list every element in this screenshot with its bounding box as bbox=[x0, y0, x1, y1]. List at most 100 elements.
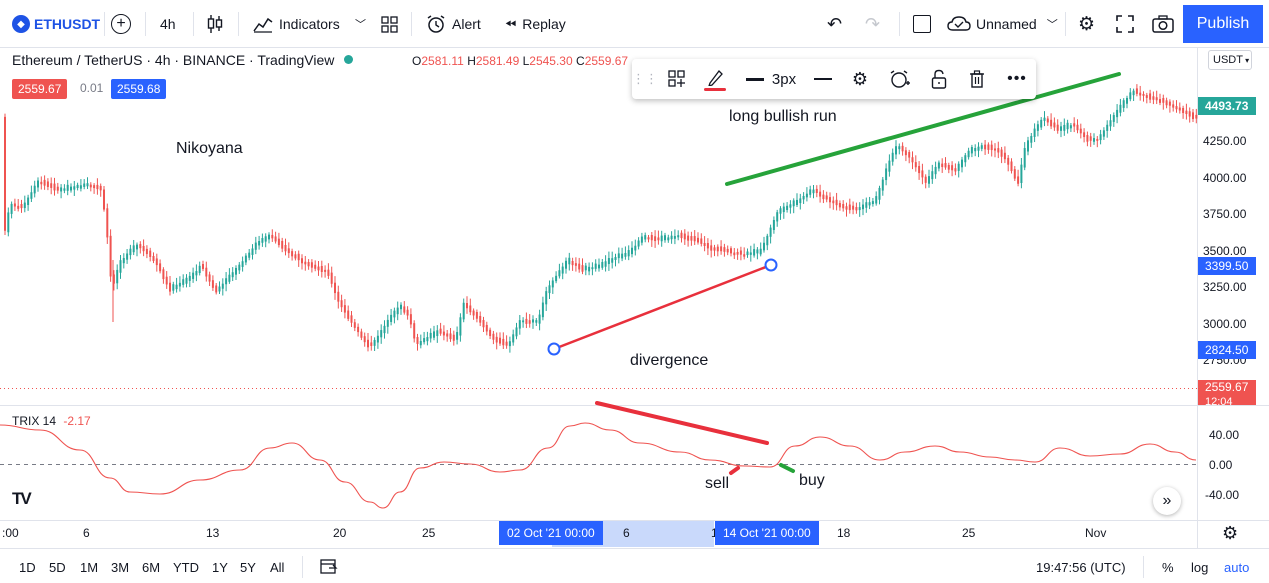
candlestick-series bbox=[4, 84, 1198, 353]
open-value: 2581.11 bbox=[421, 54, 464, 68]
symbol-search[interactable]: ◆ ETHUSDT bbox=[12, 0, 100, 48]
sell-label[interactable]: sell bbox=[705, 475, 730, 492]
undo-button[interactable]: ↶ bbox=[827, 0, 842, 48]
trix-title: TRIX 14 bbox=[12, 414, 57, 428]
redo-button[interactable]: ↷ bbox=[865, 0, 880, 48]
templates-icon bbox=[668, 70, 685, 87]
drag-handle-icon[interactable]: ⋮⋮ bbox=[632, 71, 658, 86]
trix-divergence-line[interactable] bbox=[595, 401, 769, 445]
percent-toggle[interactable]: % bbox=[1162, 560, 1174, 575]
time-tick: 6 bbox=[83, 526, 90, 540]
templates-button[interactable] bbox=[662, 59, 692, 99]
price-tick: 3500.00 bbox=[1203, 244, 1247, 258]
indicators-icon bbox=[253, 17, 273, 33]
time-tick: 18 bbox=[837, 526, 851, 540]
buy-price-button[interactable]: 2559.68 bbox=[111, 79, 167, 99]
more-options-button[interactable]: ••• bbox=[1002, 59, 1032, 99]
line-color-button[interactable] bbox=[700, 59, 730, 99]
auto-scale-toggle[interactable]: auto bbox=[1224, 560, 1250, 575]
layout-grid-button[interactable] bbox=[381, 0, 398, 48]
trix-tick: 0.00 bbox=[1209, 458, 1233, 472]
add-circle-icon: + bbox=[111, 14, 131, 34]
divergence-trend-line[interactable] bbox=[553, 263, 772, 351]
range-1m[interactable]: 1M bbox=[80, 560, 99, 575]
indicators-button[interactable]: Indicators bbox=[253, 0, 340, 48]
range-all[interactable]: All bbox=[270, 560, 285, 575]
ethereum-logo-icon: ◆ bbox=[12, 15, 30, 33]
sell-marker bbox=[729, 466, 740, 475]
line-style-button[interactable] bbox=[808, 59, 838, 99]
buy-label[interactable]: buy bbox=[799, 472, 825, 489]
go-to-date-button[interactable] bbox=[320, 557, 338, 578]
redo-icon: ↷ bbox=[865, 13, 881, 34]
add-alert-button[interactable] bbox=[885, 59, 915, 99]
fullscreen-button[interactable] bbox=[1116, 0, 1134, 48]
range-5d[interactable]: 5D bbox=[49, 560, 66, 575]
utc-clock[interactable]: 19:47:56 (UTC) bbox=[1036, 560, 1126, 575]
replay-button[interactable]: ⏪︎ Replay bbox=[505, 0, 566, 48]
time-tick: 25 bbox=[962, 526, 976, 540]
log-toggle[interactable]: log bbox=[1191, 560, 1209, 575]
trix-legend[interactable]: TRIX 14 -2.17 bbox=[12, 414, 91, 428]
range-ytd[interactable]: YTD bbox=[173, 560, 199, 575]
alarm-clock-plus-icon bbox=[890, 70, 910, 88]
publish-button[interactable]: Publish bbox=[1183, 5, 1263, 43]
square-icon bbox=[913, 15, 931, 33]
range-6m[interactable]: 6M bbox=[142, 560, 161, 575]
indicators-dropdown[interactable]: ﹀ bbox=[355, 0, 366, 48]
drawing-settings-button[interactable]: ⚙ bbox=[845, 59, 875, 99]
high-value: 2581.49 bbox=[475, 54, 520, 68]
chevron-down-icon: ﹀ bbox=[355, 19, 366, 31]
time-tick: :00 bbox=[2, 526, 19, 540]
sell-price-button[interactable]: 2559.67 bbox=[12, 79, 68, 99]
alert-label: Alert bbox=[452, 16, 481, 32]
alert-button[interactable]: Alert bbox=[426, 0, 481, 48]
range-1y[interactable]: 1Y bbox=[212, 560, 228, 575]
handle-price-label: 3399.50 bbox=[1198, 257, 1256, 275]
replay-label: Replay bbox=[522, 16, 566, 32]
symbol-label: ETHUSDT bbox=[34, 16, 101, 32]
interval-button[interactable]: 4h bbox=[160, 16, 176, 32]
layout-name-button[interactable]: Unnamed ﹀ bbox=[947, 0, 1058, 48]
time-handle-label-end: 14 Oct '21 00:00 bbox=[715, 521, 819, 545]
range-1d[interactable]: 1D bbox=[19, 560, 36, 575]
chart-type-button[interactable] bbox=[207, 0, 223, 48]
scroll-to-realtime-button[interactable]: » bbox=[1153, 487, 1181, 515]
lock-button[interactable] bbox=[924, 59, 954, 99]
market-open-dot-icon bbox=[344, 55, 354, 64]
chevron-down-icon: ▾ bbox=[1242, 56, 1250, 65]
delete-drawing-button[interactable] bbox=[962, 59, 992, 99]
chart-legend[interactable]: Ethereum / TetherUS · 4h · BINANCE · Tra… bbox=[12, 52, 365, 68]
range-5y[interactable]: 5Y bbox=[240, 560, 256, 575]
time-tick: 20 bbox=[333, 526, 347, 540]
range-3m[interactable]: 3M bbox=[111, 560, 130, 575]
trend-line-handle-end[interactable] bbox=[764, 258, 778, 272]
bullish-run-label[interactable]: long bullish run bbox=[729, 108, 837, 125]
symbol-description: Ethereum / TetherUS · 4h · BINANCE · Tra… bbox=[12, 52, 335, 68]
top-toolbar: ◆ ETHUSDT + 4h Indicators ﹀ bbox=[0, 0, 1269, 48]
tv-logo-icon: TV bbox=[12, 489, 32, 508]
tradingview-logo[interactable]: TV bbox=[12, 487, 44, 511]
line-width-button[interactable]: 3px bbox=[738, 59, 804, 99]
trend-line-handle-start[interactable] bbox=[547, 342, 561, 356]
divergence-label[interactable]: divergence bbox=[630, 352, 709, 369]
fullscreen-layout-button[interactable] bbox=[913, 0, 931, 48]
undo-icon: ↶ bbox=[827, 13, 843, 34]
spread-label: 0.01 bbox=[80, 81, 104, 95]
last-price-label: 2559.67 12:04 bbox=[1198, 380, 1256, 405]
sun-gear-icon: ⚙ bbox=[1222, 523, 1239, 543]
rewind-icon: ⏪︎ bbox=[505, 15, 517, 32]
close-value: 2559.67 bbox=[584, 54, 629, 68]
compare-symbol-button[interactable]: + bbox=[111, 0, 131, 48]
settings-button[interactable]: ⚙ bbox=[1078, 0, 1095, 48]
currency-selector[interactable]: USDT ▾ bbox=[1208, 50, 1252, 70]
more-dots-icon: ••• bbox=[1007, 70, 1027, 87]
color-swatch bbox=[704, 87, 726, 91]
author-label[interactable]: Nikoyana bbox=[176, 140, 243, 157]
current-high-price-label: 4493.73 bbox=[1198, 97, 1256, 115]
snapshot-button[interactable] bbox=[1152, 0, 1174, 48]
axis-settings-button[interactable]: ⚙ bbox=[1222, 523, 1238, 544]
trix-line bbox=[0, 422, 1197, 509]
gear-icon: ⚙ bbox=[1078, 13, 1096, 35]
line-width-label: 3px bbox=[771, 70, 797, 88]
